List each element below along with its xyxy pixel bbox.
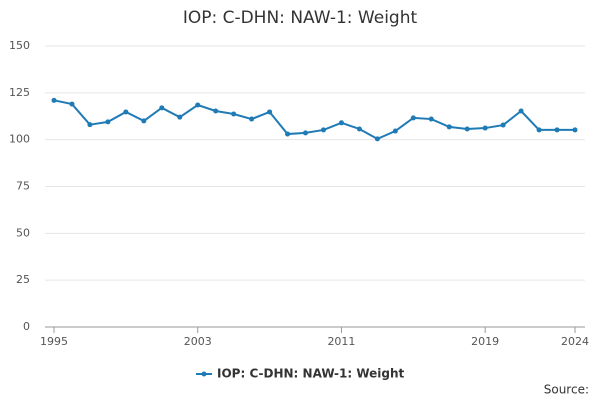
point: [285, 131, 291, 137]
point: [177, 114, 183, 120]
point: [446, 124, 452, 130]
chart-title: IOP: C-DHN: NAW-1: Weight: [183, 8, 418, 28]
point: [500, 122, 506, 128]
y-tick-label: 75: [16, 180, 30, 193]
point: [159, 105, 165, 111]
point: [69, 101, 75, 107]
x-tick-label: 2019: [471, 335, 499, 348]
series-line: [53, 99, 575, 141]
point: [356, 126, 362, 132]
x-tick-label: 2011: [327, 335, 355, 348]
y-tick-label: 25: [16, 273, 30, 286]
x-tick-label: 2003: [184, 335, 212, 348]
point: [123, 109, 129, 115]
point: [105, 119, 111, 125]
point: [231, 111, 237, 117]
point: [320, 127, 326, 133]
legend-label: IOP: C-DHN: NAW-1: Weight: [217, 367, 405, 381]
point: [392, 128, 398, 134]
legend-marker: [201, 371, 207, 377]
x-tick-label: 1995: [40, 335, 68, 348]
point: [51, 97, 57, 103]
y-tick-label: 125: [9, 86, 30, 99]
point: [303, 130, 309, 136]
point: [374, 136, 380, 142]
y-tick-label: 50: [16, 226, 30, 239]
point: [213, 108, 219, 114]
y-tick-label: 100: [9, 133, 30, 146]
point: [410, 115, 416, 121]
point: [141, 118, 147, 124]
point: [87, 122, 93, 128]
point: [195, 102, 201, 108]
x-tick-label: 2024: [561, 335, 589, 348]
y-tick-label: 0: [23, 320, 30, 333]
point: [428, 116, 434, 122]
point: [482, 125, 488, 131]
point: [536, 127, 542, 133]
point: [464, 126, 470, 132]
source: Source:: [544, 383, 589, 397]
point: [518, 108, 524, 114]
point: [554, 127, 560, 133]
point: [338, 120, 344, 126]
point: [572, 127, 578, 133]
point: [267, 109, 273, 115]
y-tick-label: 150: [9, 39, 30, 52]
point: [249, 116, 255, 122]
